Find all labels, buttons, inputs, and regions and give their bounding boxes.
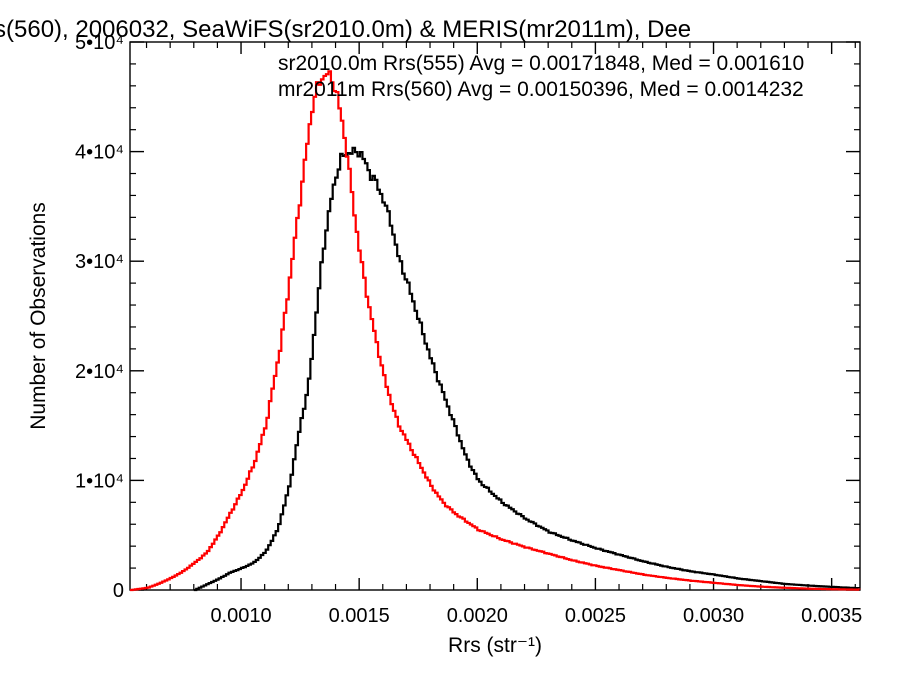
x-axis-label: Rrs (str⁻¹) [448, 634, 542, 657]
x-tick-label: 0.0025 [565, 605, 626, 627]
y-tick-label: 2•10⁴ [75, 361, 124, 383]
series-line-mr2011 [130, 70, 861, 592]
y-tick-label: 3•10⁴ [75, 251, 124, 273]
y-axis: 0 1•10⁴ 2•10⁴ 3•10⁴ 4•10⁴ 5•10⁴ [75, 32, 860, 602]
x-tick-label: 0.0035 [801, 605, 862, 627]
x-axis: 0.0010 0.0015 0.0020 0.0025 0.0030 0.0035 [145, 42, 862, 627]
x-tick-label: 0.0010 [210, 605, 271, 627]
y-tick-label: 0 [113, 580, 124, 602]
x-tick-label: 0.0020 [447, 605, 508, 627]
legend-entry-mr2011: mr2011m Rrs(560) Avg = 0.00150396, Med =… [278, 78, 804, 101]
series-layer [130, 70, 861, 592]
y-axis-label: Number of Observations [27, 202, 50, 430]
y-tick-label: 4•10⁴ [75, 142, 124, 164]
y-tick-label: 5•10⁴ [75, 32, 124, 54]
x-tick-label: 0.0015 [329, 605, 390, 627]
x-tick-label: 0.0030 [683, 605, 744, 627]
legend-entry-sr2010: sr2010.0m Rrs(555) Avg = 0.00171848, Med… [278, 52, 804, 75]
chart-title: s(560), 2006032, SeaWiFS(sr2010.0m) & ME… [0, 16, 691, 43]
series-line-sr2010 [193, 146, 860, 592]
plot-frame [129, 41, 861, 591]
y-tick-label: 1•10⁴ [75, 470, 124, 492]
